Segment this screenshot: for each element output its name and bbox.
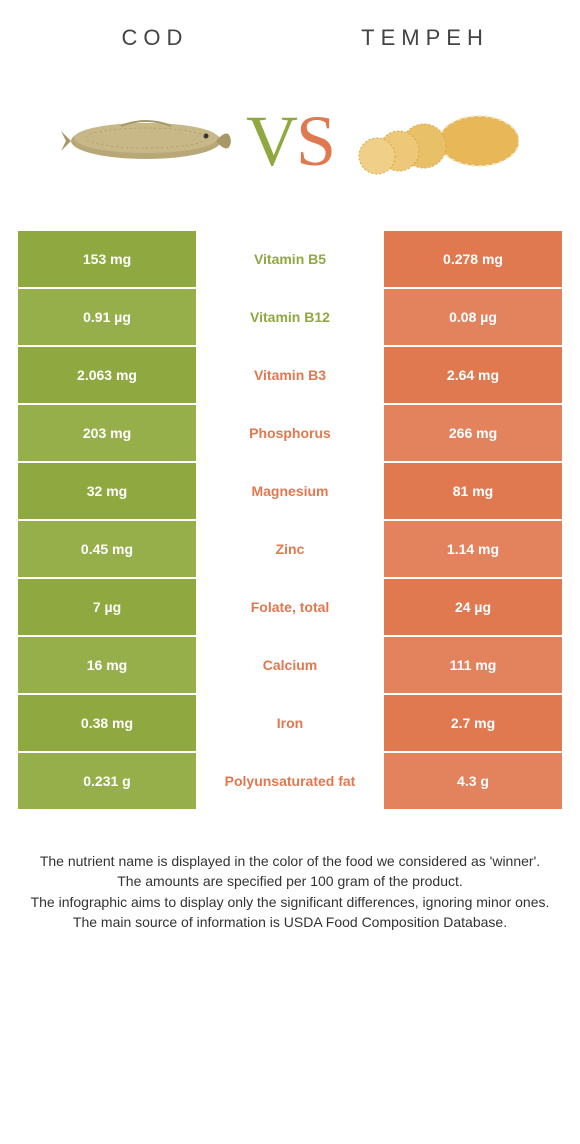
- nutrient-label-cell: Vitamin B5: [196, 231, 384, 287]
- right-value-cell: 1.14 mg: [384, 521, 562, 577]
- table-row: 2.063 mgVitamin B32.64 mg: [18, 347, 562, 403]
- table-row: 0.231 gPolyunsaturated fat4.3 g: [18, 753, 562, 809]
- vs-v: V: [246, 101, 296, 181]
- nutrient-label-cell: Iron: [196, 695, 384, 751]
- left-food-title: COD: [20, 25, 290, 51]
- left-value-cell: 153 mg: [18, 231, 196, 287]
- vs-row: VS: [0, 61, 580, 231]
- nutrient-label-cell: Polyunsaturated fat: [196, 753, 384, 809]
- footer-line: The main source of information is USDA F…: [30, 912, 550, 932]
- right-value-cell: 266 mg: [384, 405, 562, 461]
- table-row: 16 mgCalcium111 mg: [18, 637, 562, 693]
- right-value-cell: 2.7 mg: [384, 695, 562, 751]
- nutrient-table: 153 mgVitamin B50.278 mg0.91 µgVitamin B…: [18, 231, 562, 809]
- table-row: 203 mgPhosphorus266 mg: [18, 405, 562, 461]
- footer-line: The infographic aims to display only the…: [30, 892, 550, 912]
- nutrient-label-cell: Zinc: [196, 521, 384, 577]
- left-value-cell: 2.063 mg: [18, 347, 196, 403]
- table-row: 7 µgFolate, total24 µg: [18, 579, 562, 635]
- right-value-cell: 2.64 mg: [384, 347, 562, 403]
- left-value-cell: 0.45 mg: [18, 521, 196, 577]
- right-value-cell: 81 mg: [384, 463, 562, 519]
- table-row: 32 mgMagnesium81 mg: [18, 463, 562, 519]
- left-food-image: [56, 91, 236, 191]
- left-value-cell: 203 mg: [18, 405, 196, 461]
- nutrient-label-cell: Vitamin B12: [196, 289, 384, 345]
- footer-line: The nutrient name is displayed in the co…: [30, 851, 550, 871]
- nutrient-label-cell: Folate, total: [196, 579, 384, 635]
- header: COD TEMPEH: [0, 0, 580, 61]
- right-value-cell: 0.278 mg: [384, 231, 562, 287]
- table-row: 0.38 mgIron2.7 mg: [18, 695, 562, 751]
- right-value-cell: 4.3 g: [384, 753, 562, 809]
- left-value-cell: 32 mg: [18, 463, 196, 519]
- right-food-image: [344, 91, 524, 191]
- nutrient-label-cell: Phosphorus: [196, 405, 384, 461]
- left-value-cell: 7 µg: [18, 579, 196, 635]
- nutrient-label-cell: Vitamin B3: [196, 347, 384, 403]
- left-value-cell: 16 mg: [18, 637, 196, 693]
- right-value-cell: 0.08 µg: [384, 289, 562, 345]
- nutrient-label-cell: Calcium: [196, 637, 384, 693]
- table-row: 0.45 mgZinc1.14 mg: [18, 521, 562, 577]
- left-value-cell: 0.231 g: [18, 753, 196, 809]
- footer-notes: The nutrient name is displayed in the co…: [0, 811, 580, 932]
- nutrient-label-cell: Magnesium: [196, 463, 384, 519]
- table-row: 0.91 µgVitamin B120.08 µg: [18, 289, 562, 345]
- footer-line: The amounts are specified per 100 gram o…: [30, 871, 550, 891]
- vs-label: VS: [246, 105, 334, 177]
- right-food-title: TEMPEH: [290, 25, 560, 51]
- right-value-cell: 24 µg: [384, 579, 562, 635]
- vs-s: S: [296, 101, 334, 181]
- left-value-cell: 0.38 mg: [18, 695, 196, 751]
- left-value-cell: 0.91 µg: [18, 289, 196, 345]
- right-value-cell: 111 mg: [384, 637, 562, 693]
- table-row: 153 mgVitamin B50.278 mg: [18, 231, 562, 287]
